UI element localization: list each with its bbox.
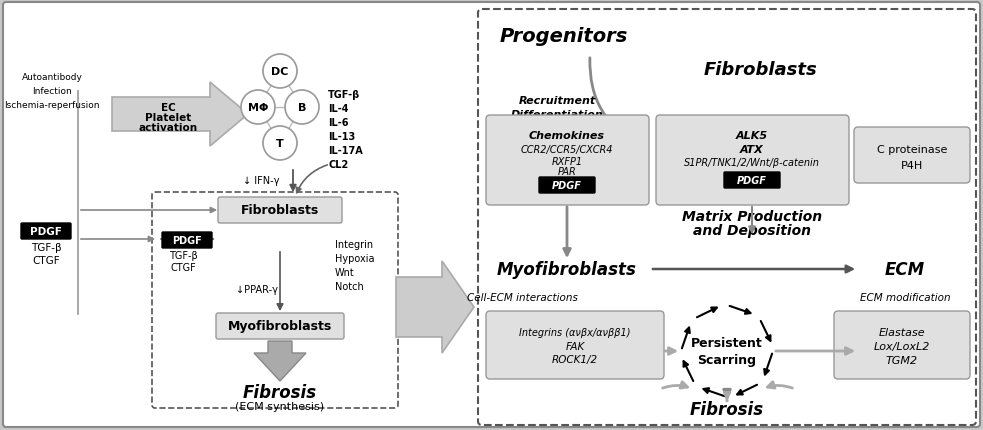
Text: Ischemia-reperfusion: Ischemia-reperfusion — [4, 101, 99, 110]
FancyBboxPatch shape — [854, 128, 970, 184]
Text: Recruitment
Differentiation: Recruitment Differentiation — [510, 96, 604, 119]
FancyBboxPatch shape — [486, 311, 664, 379]
Text: Wnt: Wnt — [335, 267, 355, 277]
Text: Matrix Production: Matrix Production — [682, 209, 822, 224]
FancyBboxPatch shape — [486, 116, 649, 206]
Text: Lox/LoxL2: Lox/LoxL2 — [874, 341, 930, 351]
Text: EC: EC — [160, 103, 175, 113]
Text: CTGF: CTGF — [170, 262, 196, 272]
Text: TGF-β: TGF-β — [328, 90, 360, 100]
Text: and Deposition: and Deposition — [693, 224, 811, 237]
Circle shape — [241, 91, 275, 125]
Text: IL-17A: IL-17A — [328, 146, 363, 156]
Text: Infection: Infection — [32, 87, 72, 96]
Text: IL-4: IL-4 — [328, 104, 349, 114]
Polygon shape — [112, 83, 248, 147]
Text: ROCK1/2: ROCK1/2 — [551, 354, 598, 364]
FancyBboxPatch shape — [216, 313, 344, 339]
Text: Notch: Notch — [335, 281, 364, 291]
Text: ECM: ECM — [885, 261, 925, 278]
Text: PDGF: PDGF — [552, 181, 582, 190]
Text: ↓PPAR-γ: ↓PPAR-γ — [236, 284, 278, 294]
Text: B: B — [298, 103, 306, 113]
Text: Fibrosis: Fibrosis — [243, 383, 318, 401]
Text: PDGF: PDGF — [737, 175, 767, 186]
Text: FAK: FAK — [565, 341, 585, 351]
FancyBboxPatch shape — [834, 311, 970, 379]
Text: TGM2: TGM2 — [886, 355, 918, 365]
Text: Fibrosis: Fibrosis — [690, 400, 764, 418]
Text: Myofibroblasts: Myofibroblasts — [228, 320, 332, 333]
Text: C proteinase: C proteinase — [877, 144, 948, 155]
Text: Autoantibody: Autoantibody — [22, 74, 83, 82]
FancyBboxPatch shape — [656, 116, 849, 206]
FancyBboxPatch shape — [218, 197, 342, 224]
Text: Persistent
Scarring: Persistent Scarring — [691, 336, 763, 366]
FancyBboxPatch shape — [478, 10, 976, 425]
Text: Integrins (ανβx/ανββ1): Integrins (ανβx/ανββ1) — [519, 327, 631, 337]
Text: Myofibroblasts: Myofibroblasts — [497, 261, 637, 278]
Text: Fibroblasts: Fibroblasts — [241, 204, 319, 217]
Text: Platelet: Platelet — [145, 113, 191, 123]
FancyBboxPatch shape — [724, 172, 780, 189]
Text: CTGF: CTGF — [32, 255, 60, 265]
Circle shape — [263, 127, 297, 161]
Text: IL-6: IL-6 — [328, 118, 349, 128]
Text: ↓ IFN-γ: ↓ IFN-γ — [243, 175, 279, 186]
Text: DC: DC — [271, 67, 289, 77]
Text: ALK5: ALK5 — [736, 131, 768, 141]
Text: Progenitors: Progenitors — [500, 26, 628, 46]
Circle shape — [285, 91, 319, 125]
Text: activation: activation — [139, 123, 198, 133]
FancyBboxPatch shape — [152, 193, 398, 408]
Polygon shape — [254, 341, 306, 381]
Text: S1PR/TNK1/2/Wnt/β-catenin: S1PR/TNK1/2/Wnt/β-catenin — [684, 158, 820, 168]
Text: T: T — [276, 139, 284, 149]
FancyBboxPatch shape — [539, 178, 595, 194]
Text: CL2: CL2 — [328, 160, 348, 169]
FancyBboxPatch shape — [3, 3, 980, 427]
Text: Fibroblasts: Fibroblasts — [703, 61, 817, 79]
Text: Integrin: Integrin — [335, 240, 374, 249]
Text: PDGF: PDGF — [172, 236, 202, 246]
Text: PDGF: PDGF — [30, 227, 62, 237]
Text: CCR2/CCR5/CXCR4: CCR2/CCR5/CXCR4 — [521, 144, 613, 155]
FancyBboxPatch shape — [21, 224, 71, 240]
Text: ECM modification: ECM modification — [860, 292, 951, 302]
Text: Elastase: Elastase — [879, 327, 925, 337]
Text: TGF-β: TGF-β — [169, 250, 198, 261]
Text: Chemokines: Chemokines — [529, 131, 605, 141]
Text: Cell-ECM interactions: Cell-ECM interactions — [467, 292, 577, 302]
Text: Hypoxia: Hypoxia — [335, 253, 375, 264]
FancyBboxPatch shape — [162, 233, 212, 249]
Polygon shape — [396, 261, 474, 353]
Text: PAR: PAR — [557, 166, 576, 177]
Text: TGF-β: TGF-β — [30, 243, 61, 252]
Circle shape — [263, 55, 297, 89]
Text: P4H: P4H — [900, 161, 923, 171]
Text: ATX: ATX — [740, 144, 764, 155]
Text: RXFP1: RXFP1 — [551, 157, 583, 166]
Text: IL-13: IL-13 — [328, 132, 355, 141]
Text: (ECM synthesis): (ECM synthesis) — [236, 401, 324, 411]
Text: MΦ: MΦ — [248, 103, 268, 113]
